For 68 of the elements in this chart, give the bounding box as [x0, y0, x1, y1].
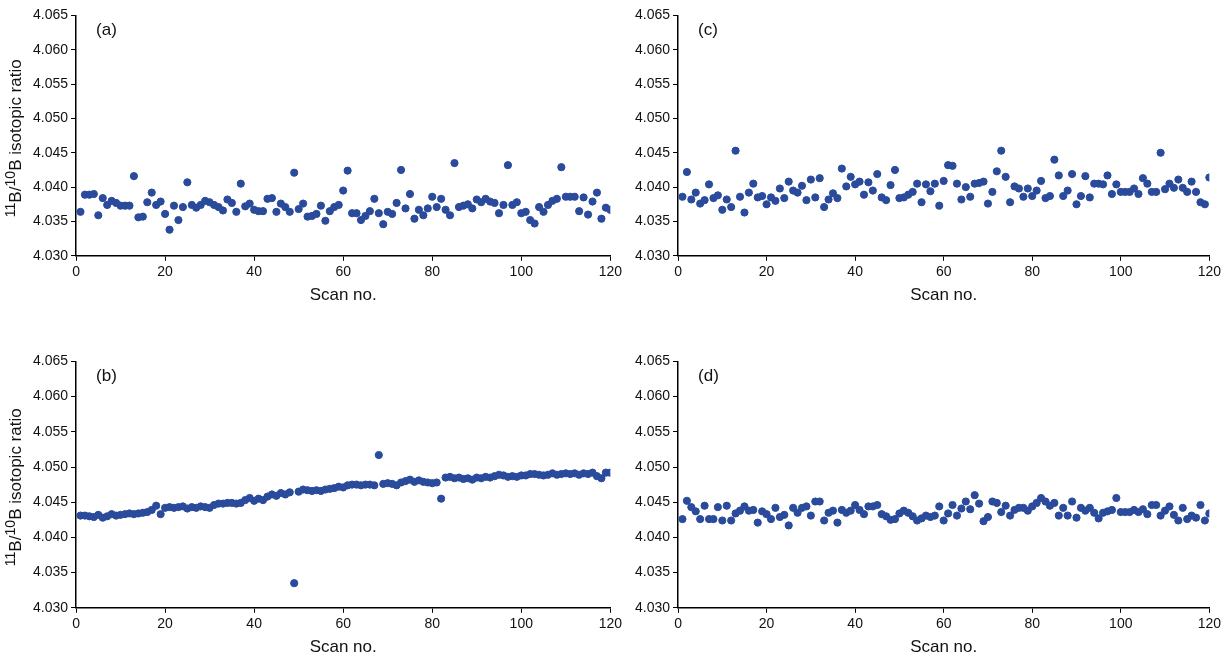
y-tick-label: 4.055	[634, 74, 671, 91]
y-tick-label: 4.060	[32, 387, 69, 404]
y-tick-label: 4.065	[32, 6, 69, 23]
y-tick-label: 4.045	[634, 143, 671, 160]
y-tick-label: 4.055	[32, 422, 69, 439]
y-tick-label: 4.055	[32, 74, 69, 91]
x-tick-label: 100	[509, 615, 534, 632]
y-tick-label: 4.035	[634, 212, 671, 229]
x-tick-label: 120	[598, 615, 623, 632]
y-tick-label: 4.045	[634, 493, 671, 510]
x-tick-label: 80	[1024, 263, 1041, 280]
x-tick-label: 20	[758, 615, 775, 632]
y-tick-label: 4.030	[32, 246, 69, 263]
x-tick-label: 80	[1024, 615, 1041, 632]
x-tick-label: 40	[246, 263, 263, 280]
y-tick-label: 4.035	[32, 212, 69, 229]
x-tick-label: 20	[758, 263, 775, 280]
x-tick-label: 40	[847, 263, 864, 280]
x-tick-label: 60	[935, 263, 952, 280]
x-tick-label: 80	[424, 615, 441, 632]
x-tick-label: 0	[674, 263, 683, 280]
y-tick-label: 4.065	[634, 352, 671, 369]
x-tick-label: 60	[335, 263, 352, 280]
x-tick-label: 80	[424, 263, 441, 280]
chart-title: (b)	[96, 365, 117, 385]
y-tick-label: 4.035	[32, 563, 69, 580]
chart-title: (c)	[698, 19, 718, 39]
x-tick-label: 40	[246, 615, 263, 632]
y-tick-label: 4.030	[634, 598, 671, 615]
x-tick-label: 100	[1109, 263, 1133, 280]
x-tick-label: 100	[1109, 615, 1133, 632]
x-axis-title: Scan no.	[309, 637, 377, 657]
x-tick-label: 20	[157, 263, 174, 280]
y-tick-label: 4.045	[32, 493, 69, 510]
x-tick-label: 40	[847, 615, 864, 632]
y-tick-label: 4.050	[634, 457, 671, 474]
y-tick-label: 4.045	[32, 143, 69, 160]
x-tick-label: 60	[335, 615, 352, 632]
x-tick-label: 120	[1197, 263, 1222, 280]
y-tick-label: 4.040	[32, 177, 69, 194]
x-tick-label: 120	[598, 263, 623, 280]
x-axis-title: Scan no.	[910, 285, 978, 305]
x-axis-title: Scan no.	[309, 285, 377, 305]
x-tick-label: 0	[72, 263, 81, 280]
x-tick-label: 60	[935, 615, 952, 632]
y-tick-label: 4.040	[634, 177, 671, 194]
y-tick-label: 4.050	[32, 109, 69, 126]
y-tick-label: 4.060	[32, 40, 69, 57]
chart-title: (d)	[698, 365, 719, 385]
y-tick-label: 4.065	[32, 352, 69, 369]
y-tick-label: 4.035	[634, 563, 671, 580]
x-axis-title: Scan no.	[910, 637, 978, 657]
y-tick-label: 4.030	[634, 246, 671, 263]
y-tick-label: 4.060	[634, 387, 671, 404]
x-tick-label: 0	[72, 615, 81, 632]
y-tick-label: 4.065	[634, 6, 671, 23]
y-tick-label: 4.050	[634, 109, 671, 126]
chart-title: (a)	[96, 19, 117, 39]
x-tick-label: 0	[674, 615, 683, 632]
x-tick-label: 20	[157, 615, 174, 632]
y-tick-label: 4.060	[634, 40, 671, 57]
y-tick-label: 4.030	[32, 598, 69, 615]
y-tick-label: 4.055	[634, 422, 671, 439]
y-tick-label: 4.050	[32, 457, 69, 474]
y-tick-label: 4.040	[32, 528, 69, 545]
y-tick-label: 4.040	[634, 528, 671, 545]
x-tick-label: 120	[1197, 615, 1222, 632]
x-tick-label: 100	[509, 263, 534, 280]
